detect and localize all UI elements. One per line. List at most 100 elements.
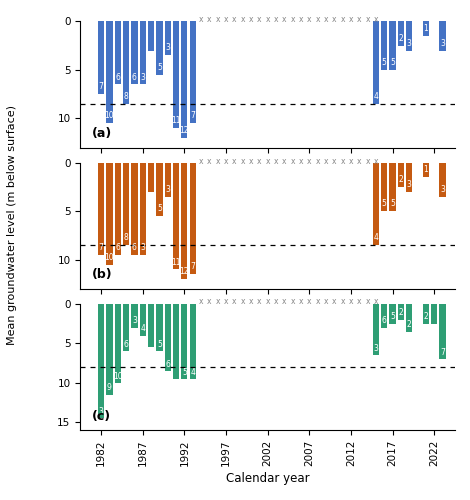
Text: 2: 2: [399, 175, 403, 184]
Text: x: x: [357, 298, 361, 306]
Bar: [106, 22, 112, 124]
Text: 6: 6: [132, 243, 137, 252]
Text: x: x: [290, 298, 295, 306]
X-axis label: Calendar year: Calendar year: [226, 472, 309, 485]
Text: x: x: [207, 156, 212, 166]
Bar: [431, 304, 437, 324]
Text: x: x: [324, 16, 328, 24]
Bar: [381, 22, 387, 70]
Bar: [423, 22, 429, 36]
Text: 5: 5: [157, 204, 162, 213]
Bar: [98, 304, 104, 418]
Bar: [390, 304, 396, 324]
Text: 6: 6: [382, 316, 387, 326]
Text: x: x: [340, 16, 345, 24]
Text: Mean groundwater level (m below surface): Mean groundwater level (m below surface): [7, 105, 17, 345]
Bar: [140, 304, 146, 336]
Text: x: x: [315, 16, 320, 24]
Text: 3: 3: [165, 44, 170, 52]
Text: 12: 12: [180, 126, 189, 135]
Bar: [406, 304, 412, 332]
Text: x: x: [307, 156, 312, 166]
Bar: [390, 22, 396, 70]
Text: x: x: [266, 156, 270, 166]
Text: x: x: [215, 298, 220, 306]
Bar: [406, 162, 412, 192]
Bar: [181, 162, 188, 279]
Bar: [173, 304, 179, 379]
Text: x: x: [282, 156, 287, 166]
Text: x: x: [324, 156, 328, 166]
Text: 9: 9: [107, 384, 112, 392]
Bar: [123, 162, 129, 245]
Text: 3: 3: [165, 185, 170, 194]
Text: x: x: [249, 156, 253, 166]
Text: 4: 4: [374, 234, 378, 242]
Text: 6: 6: [124, 340, 128, 349]
Text: x: x: [332, 298, 337, 306]
Bar: [106, 162, 112, 264]
Text: x: x: [257, 298, 262, 306]
Bar: [123, 22, 129, 104]
Text: x: x: [315, 156, 320, 166]
Bar: [156, 304, 163, 352]
Bar: [181, 22, 188, 138]
Text: x: x: [349, 156, 353, 166]
Text: x: x: [224, 298, 228, 306]
Text: 7: 7: [440, 348, 445, 357]
Text: x: x: [199, 16, 203, 24]
Text: 5: 5: [157, 63, 162, 72]
Text: x: x: [257, 156, 262, 166]
Text: x: x: [266, 16, 270, 24]
Bar: [373, 162, 379, 245]
Text: x: x: [199, 156, 203, 166]
Text: x: x: [240, 16, 245, 24]
Text: 3: 3: [407, 180, 412, 189]
Bar: [398, 22, 404, 46]
Text: 12: 12: [180, 268, 189, 276]
Text: x: x: [215, 156, 220, 166]
Text: x: x: [299, 298, 303, 306]
Text: 3: 3: [99, 407, 103, 416]
Bar: [106, 304, 112, 394]
Text: (a): (a): [92, 127, 112, 140]
Bar: [164, 162, 171, 196]
Text: 4: 4: [190, 368, 195, 376]
Text: x: x: [349, 16, 353, 24]
Text: x: x: [282, 16, 287, 24]
Text: x: x: [274, 16, 278, 24]
Text: 5: 5: [390, 58, 395, 67]
Text: x: x: [299, 16, 303, 24]
Text: x: x: [240, 156, 245, 166]
Text: 10: 10: [113, 372, 123, 380]
Bar: [381, 162, 387, 211]
Text: x: x: [349, 298, 353, 306]
Bar: [148, 22, 154, 50]
Bar: [189, 304, 196, 379]
Text: 1: 1: [423, 24, 428, 33]
Text: 6: 6: [115, 72, 120, 82]
Text: 10: 10: [105, 112, 114, 120]
Text: x: x: [274, 156, 278, 166]
Bar: [373, 304, 379, 356]
Text: x: x: [282, 298, 287, 306]
Bar: [390, 162, 396, 211]
Text: x: x: [224, 156, 228, 166]
Text: 2: 2: [407, 320, 412, 330]
Text: 3: 3: [440, 185, 445, 194]
Text: (c): (c): [92, 410, 110, 422]
Bar: [98, 22, 104, 94]
Text: x: x: [374, 298, 378, 306]
Bar: [406, 22, 412, 50]
Text: x: x: [374, 16, 378, 24]
Text: 5: 5: [390, 200, 395, 208]
Text: x: x: [340, 298, 345, 306]
Text: x: x: [340, 156, 345, 166]
Text: 3: 3: [132, 316, 137, 326]
Text: 2: 2: [423, 312, 428, 322]
Text: x: x: [324, 298, 328, 306]
Bar: [164, 22, 171, 56]
Text: x: x: [199, 298, 203, 306]
Bar: [115, 304, 121, 383]
Text: 6: 6: [132, 72, 137, 82]
